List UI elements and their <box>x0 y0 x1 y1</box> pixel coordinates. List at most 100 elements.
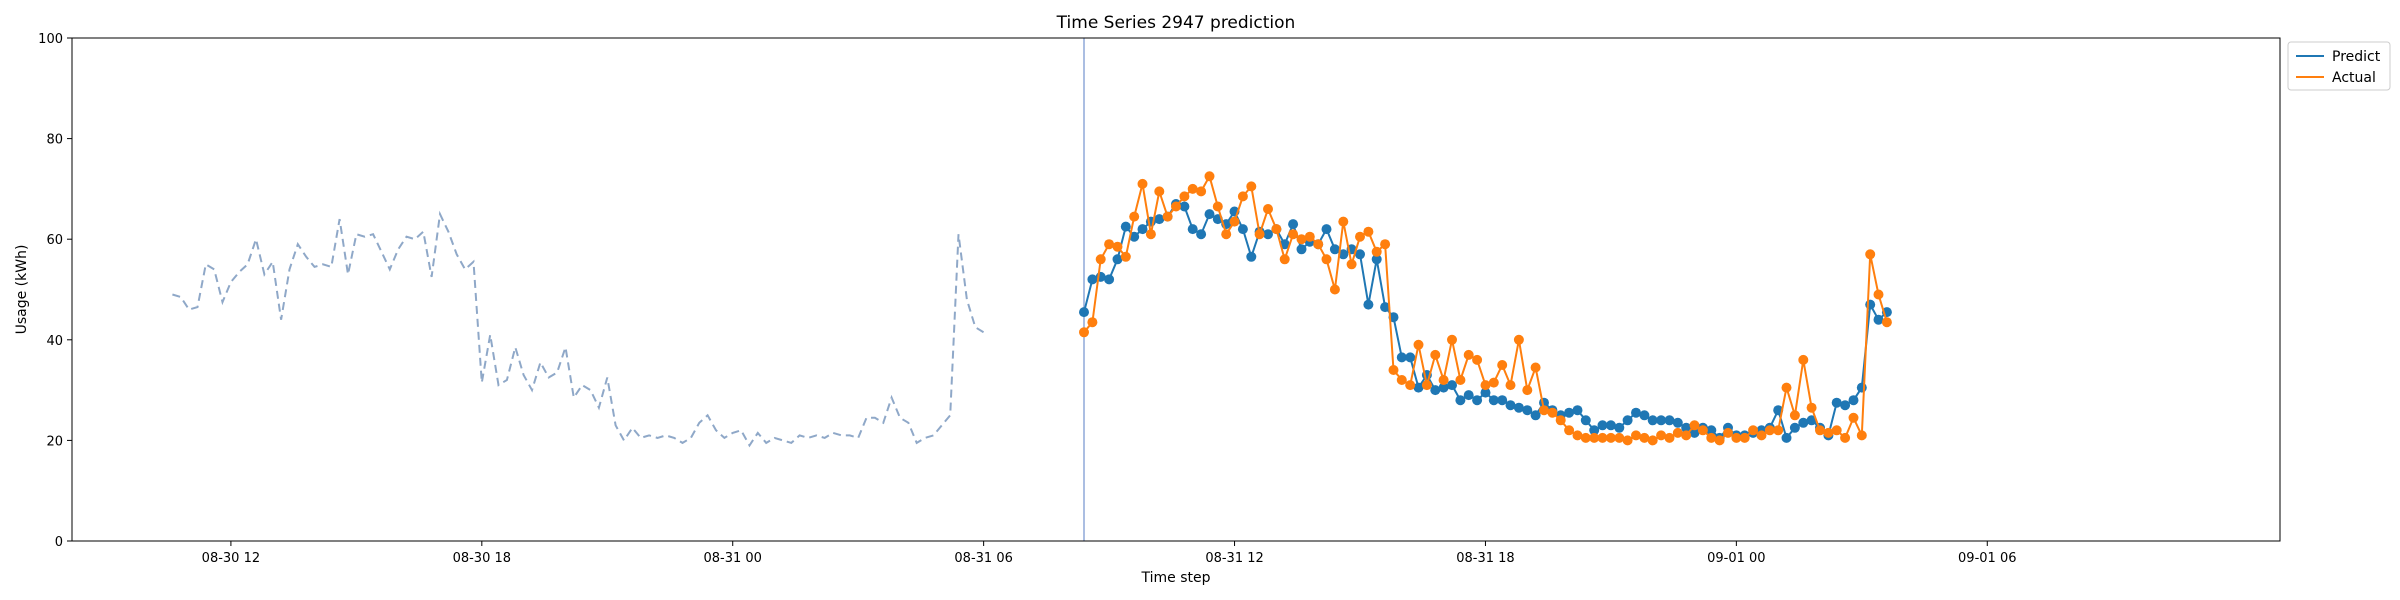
legend-label-actual: Actual <box>2332 70 2376 86</box>
y-tick-label: 20 <box>46 434 63 449</box>
data-point-actual <box>1271 224 1282 235</box>
data-point-predict <box>1639 410 1650 421</box>
data-point-actual <box>1237 191 1248 202</box>
data-point-actual <box>1321 254 1332 265</box>
data-point-actual <box>1313 239 1324 250</box>
data-point-actual <box>1145 229 1156 240</box>
data-point-predict <box>1413 382 1424 393</box>
data-point-actual <box>1371 246 1382 257</box>
data-point-actual <box>1346 259 1357 270</box>
data-point-predict <box>1296 244 1307 255</box>
data-point-actual <box>1380 239 1391 250</box>
data-point-actual <box>1597 432 1608 443</box>
forecast-series <box>1079 171 1892 446</box>
y-tick-label: 0 <box>55 535 63 550</box>
data-point-predict <box>1104 274 1115 285</box>
data-point-predict <box>1664 415 1675 426</box>
x-tick-label: 08-31 12 <box>1205 551 1263 566</box>
data-point-actual <box>1840 432 1851 443</box>
data-point-predict <box>1789 422 1800 433</box>
legend-label-predict: Predict <box>2332 49 2381 65</box>
x-axis-label: Time step <box>1141 570 1211 586</box>
data-point-actual <box>1480 380 1491 391</box>
data-point-actual <box>1831 425 1842 436</box>
data-point-predict <box>1806 415 1817 426</box>
data-point-predict <box>1781 432 1792 443</box>
data-point-actual <box>1079 327 1089 338</box>
data-point-actual <box>1865 249 1876 260</box>
y-axis-label: Usage (kWh) <box>14 245 30 335</box>
data-point-actual <box>1396 375 1407 385</box>
data-point-predict <box>1187 224 1198 235</box>
data-point-actual <box>1664 432 1675 443</box>
data-point-actual <box>1154 186 1165 197</box>
data-point-actual <box>1647 435 1658 446</box>
data-point-predict <box>1831 397 1842 408</box>
data-point-predict <box>1564 407 1575 418</box>
data-point-actual <box>1120 251 1131 262</box>
data-point-actual <box>1547 407 1558 418</box>
data-point-predict <box>1597 420 1608 431</box>
data-point-actual <box>1848 412 1859 423</box>
data-point-predict <box>1447 380 1457 391</box>
data-point-actual <box>1221 229 1232 240</box>
data-point-actual <box>1405 380 1416 391</box>
data-point-predict <box>1380 302 1391 313</box>
data-point-predict <box>1522 405 1533 416</box>
data-point-actual <box>1781 382 1792 393</box>
data-point-predict <box>1237 224 1248 235</box>
data-point-predict <box>1480 387 1491 398</box>
data-point-predict <box>1405 352 1416 363</box>
data-point-actual <box>1714 435 1725 446</box>
data-point-actual <box>1881 317 1892 328</box>
data-point-actual <box>1731 432 1742 443</box>
y-tick-label: 40 <box>46 334 63 349</box>
data-point-actual <box>1413 339 1424 350</box>
data-point-predict <box>1505 400 1516 411</box>
data-point-predict <box>1438 382 1449 393</box>
data-point-actual <box>1522 385 1533 396</box>
data-point-predict <box>1112 254 1123 265</box>
data-point-actual <box>1279 254 1290 265</box>
y-tick-label: 60 <box>46 233 63 248</box>
data-point-actual <box>1263 204 1273 214</box>
data-point-actual <box>1296 234 1307 245</box>
data-point-predict <box>1154 214 1165 225</box>
data-point-predict <box>1622 415 1633 426</box>
data-point-actual <box>1789 410 1800 421</box>
data-point-predict <box>1631 407 1641 418</box>
data-point-actual <box>1773 425 1784 436</box>
axes: 0 20 40 60 80 100 08-30 12 08-30 18 08-31 00 08-3… <box>38 32 2281 566</box>
data-point-actual <box>1656 430 1667 441</box>
data-point-actual <box>1856 430 1867 441</box>
data-point-predict <box>1856 382 1867 393</box>
data-point-predict <box>1263 229 1273 240</box>
data-point-actual <box>1589 432 1600 443</box>
data-point-actual <box>1513 334 1524 345</box>
data-point-actual <box>1806 402 1817 413</box>
data-point-predict <box>1179 201 1190 212</box>
data-point-predict <box>1513 402 1524 413</box>
data-point-predict <box>1321 224 1332 235</box>
data-point-predict <box>1614 422 1625 433</box>
data-point-actual <box>1355 231 1365 242</box>
data-point-predict <box>1656 415 1667 426</box>
data-point-actual <box>1505 380 1516 391</box>
data-point-predict <box>1196 229 1207 240</box>
data-point-predict <box>1371 254 1382 265</box>
data-point-actual <box>1187 183 1198 194</box>
data-point-actual <box>1179 191 1190 202</box>
data-point-predict <box>1137 224 1148 235</box>
data-point-actual <box>1112 241 1123 252</box>
data-point-actual <box>1798 354 1809 365</box>
data-point-predict <box>1363 299 1374 310</box>
x-tick-label: 08-30 18 <box>453 551 511 566</box>
data-point-actual <box>1338 216 1349 227</box>
data-point-actual <box>1212 201 1223 212</box>
data-point-actual <box>1873 289 1884 300</box>
data-point-actual <box>1455 375 1466 385</box>
data-point-predict <box>1798 417 1809 428</box>
data-point-actual <box>1823 427 1834 438</box>
data-point-predict <box>1288 219 1299 230</box>
